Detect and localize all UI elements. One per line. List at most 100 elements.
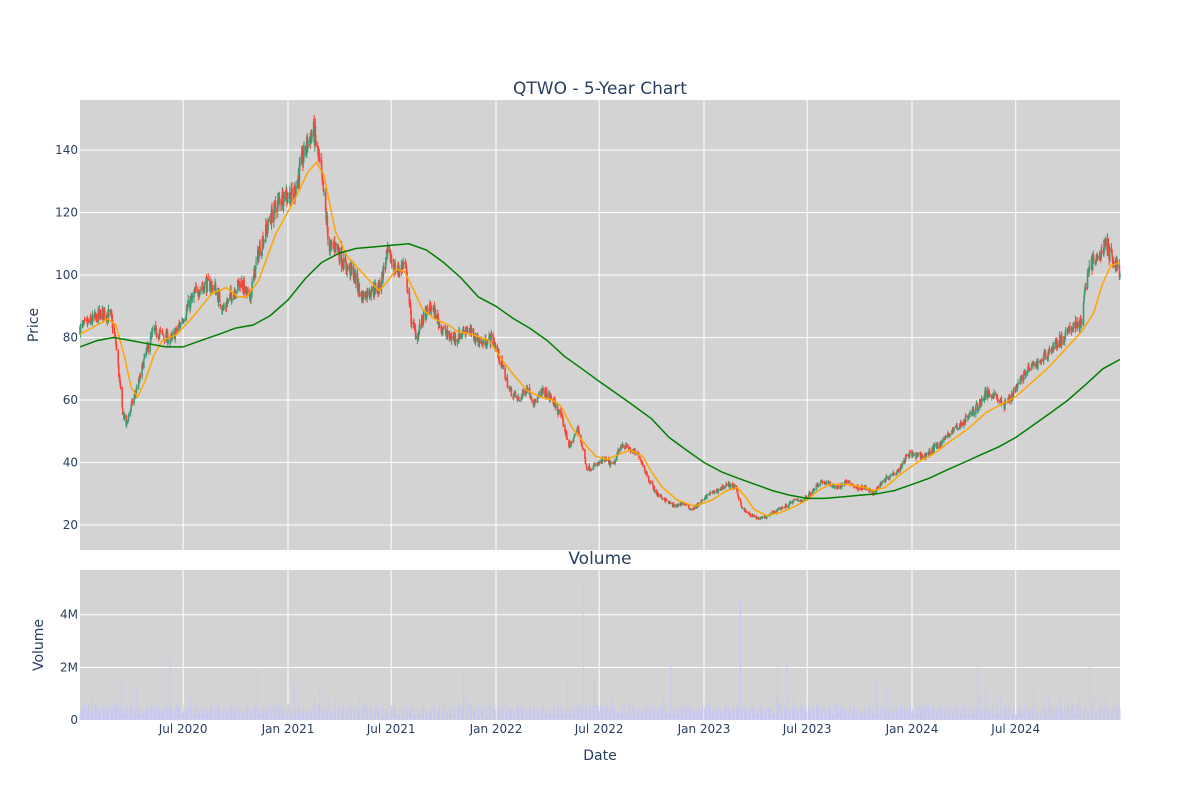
volume-bar <box>677 711 679 720</box>
candle-body <box>286 198 289 202</box>
candle-body <box>561 414 563 417</box>
candle-body <box>885 476 888 479</box>
candle-body <box>859 487 862 489</box>
candle-body <box>420 323 423 326</box>
candle-body <box>246 291 248 295</box>
volume-bar <box>693 712 695 720</box>
volume-bar <box>165 711 167 720</box>
volume-bar <box>913 713 915 720</box>
candle-body <box>727 482 730 486</box>
volume-bar <box>114 703 116 720</box>
candle-body <box>573 434 576 437</box>
volume-bar <box>592 706 594 720</box>
candle-body <box>488 335 490 341</box>
candle-body <box>901 463 904 466</box>
candle-body <box>743 508 746 511</box>
candle-body <box>90 315 92 320</box>
candle-body <box>817 483 819 487</box>
candle-body <box>465 329 468 331</box>
volume-bar <box>373 706 375 720</box>
volume-bar <box>370 711 372 720</box>
volume-bar <box>161 712 163 720</box>
volume-bar <box>848 706 850 720</box>
volume-bar <box>294 712 296 720</box>
volume-bar <box>967 715 969 720</box>
volume-bar <box>949 706 951 720</box>
volume-bar <box>816 706 818 720</box>
volume-bar <box>588 714 590 720</box>
candle-body <box>303 145 305 159</box>
candle-body <box>706 494 708 499</box>
volume-bar <box>1075 713 1077 720</box>
candle-body <box>302 158 305 164</box>
volume-bar <box>945 705 947 720</box>
volume-bar <box>840 712 842 720</box>
volume-bar <box>139 714 141 720</box>
candle-body <box>214 284 217 296</box>
candle-body <box>469 328 472 331</box>
candle-body <box>1074 320 1077 329</box>
volume-bar <box>670 664 672 720</box>
candle-body <box>498 360 501 362</box>
candle-body <box>952 430 954 433</box>
volume-bar <box>1036 712 1038 720</box>
volume-bar <box>407 708 409 720</box>
volume-bar <box>917 714 919 720</box>
volume-bar <box>804 706 806 720</box>
volume-bar <box>536 707 538 720</box>
volume-bar <box>728 710 730 720</box>
candle-body <box>904 460 906 463</box>
volume-bar <box>738 710 740 720</box>
volume-bar <box>215 706 217 720</box>
volume-bar <box>1089 662 1091 720</box>
candle-body <box>378 281 381 291</box>
volume-bar <box>375 705 377 720</box>
volume-bar <box>521 707 523 720</box>
candle-body <box>276 200 279 212</box>
volume-bar <box>1055 708 1057 720</box>
volume-bar <box>138 709 140 720</box>
volume-bar <box>449 705 451 720</box>
volume-bar <box>811 705 813 720</box>
candle-body <box>752 514 754 516</box>
volume-bar <box>210 706 212 720</box>
volume-bar <box>860 714 862 720</box>
candle-body <box>549 394 552 397</box>
volume-bar <box>830 710 832 720</box>
candle-body <box>162 335 165 338</box>
candle-body <box>265 226 268 229</box>
candle-body <box>1012 396 1014 398</box>
volume-bar <box>673 714 675 720</box>
volume-bar <box>971 713 973 720</box>
volume-bar <box>601 710 603 720</box>
volume-bar <box>553 706 555 720</box>
volume-bar <box>466 700 468 720</box>
candle-body <box>912 452 914 455</box>
volume-bar <box>925 704 927 720</box>
volume-bar <box>203 711 205 720</box>
candle-body <box>641 462 644 465</box>
candle-body <box>614 459 616 464</box>
volume-bar <box>743 707 745 720</box>
candle-body <box>684 504 686 506</box>
volume-bar <box>979 697 981 720</box>
volume-bar <box>618 712 620 720</box>
candle-body <box>824 482 826 484</box>
volume-bar <box>370 704 372 720</box>
volume-bar <box>565 709 567 720</box>
volume-bar <box>1116 711 1118 720</box>
volume-bar <box>600 707 602 720</box>
volume-bar <box>150 707 152 720</box>
volume-bar <box>365 713 367 720</box>
candle-body <box>521 394 524 396</box>
volume-bar <box>421 708 423 720</box>
volume-bar <box>127 715 129 720</box>
volume-bar <box>754 709 756 720</box>
candle-body <box>98 310 101 315</box>
candle-body <box>961 422 963 426</box>
volume-bar <box>482 709 484 720</box>
volume-bar <box>822 705 824 720</box>
volume-bar <box>809 714 811 720</box>
volume-bar <box>596 705 598 720</box>
candle-body <box>1069 326 1071 330</box>
